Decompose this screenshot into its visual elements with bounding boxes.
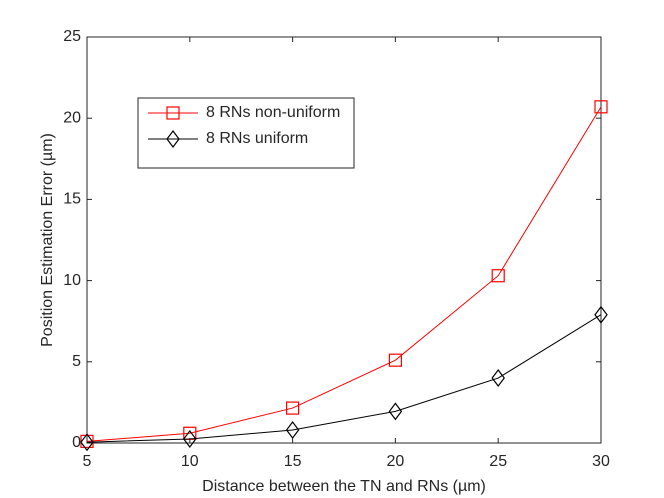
y-tick-label: 0 (72, 434, 81, 451)
marker (491, 369, 505, 388)
marker (285, 421, 300, 440)
marker (166, 106, 180, 120)
marker (286, 401, 300, 415)
y-tick-label: 20 (63, 109, 81, 126)
legend-label: 8 RNs uniform (206, 130, 308, 147)
marker (183, 429, 197, 448)
marker (594, 100, 608, 114)
x-tick-label: 20 (387, 453, 405, 470)
series-line (86, 106, 602, 442)
x-tick-label: 5 (83, 453, 92, 470)
marker (388, 353, 402, 367)
series-line (86, 314, 602, 443)
x-tick-label: 10 (181, 453, 199, 470)
marker (166, 130, 180, 148)
y-tick-label: 25 (63, 28, 81, 45)
y-tick-label: 5 (72, 353, 81, 370)
x-tick-label: 15 (284, 453, 302, 470)
y-tick-label: 15 (63, 191, 81, 208)
marker (594, 305, 608, 324)
x-tick-label: 30 (592, 453, 610, 470)
marker (491, 269, 505, 283)
marker (80, 433, 94, 452)
x-axis-label: Distance between the TN and RNs (µm) (202, 478, 486, 495)
y-tick-label: 10 (63, 272, 81, 289)
y-axis-label: Position Estimation Error (µm) (39, 133, 56, 347)
legend-label: 8 RNs non-uniform (206, 104, 340, 121)
x-tick-label: 25 (489, 453, 507, 470)
marker (388, 402, 403, 421)
